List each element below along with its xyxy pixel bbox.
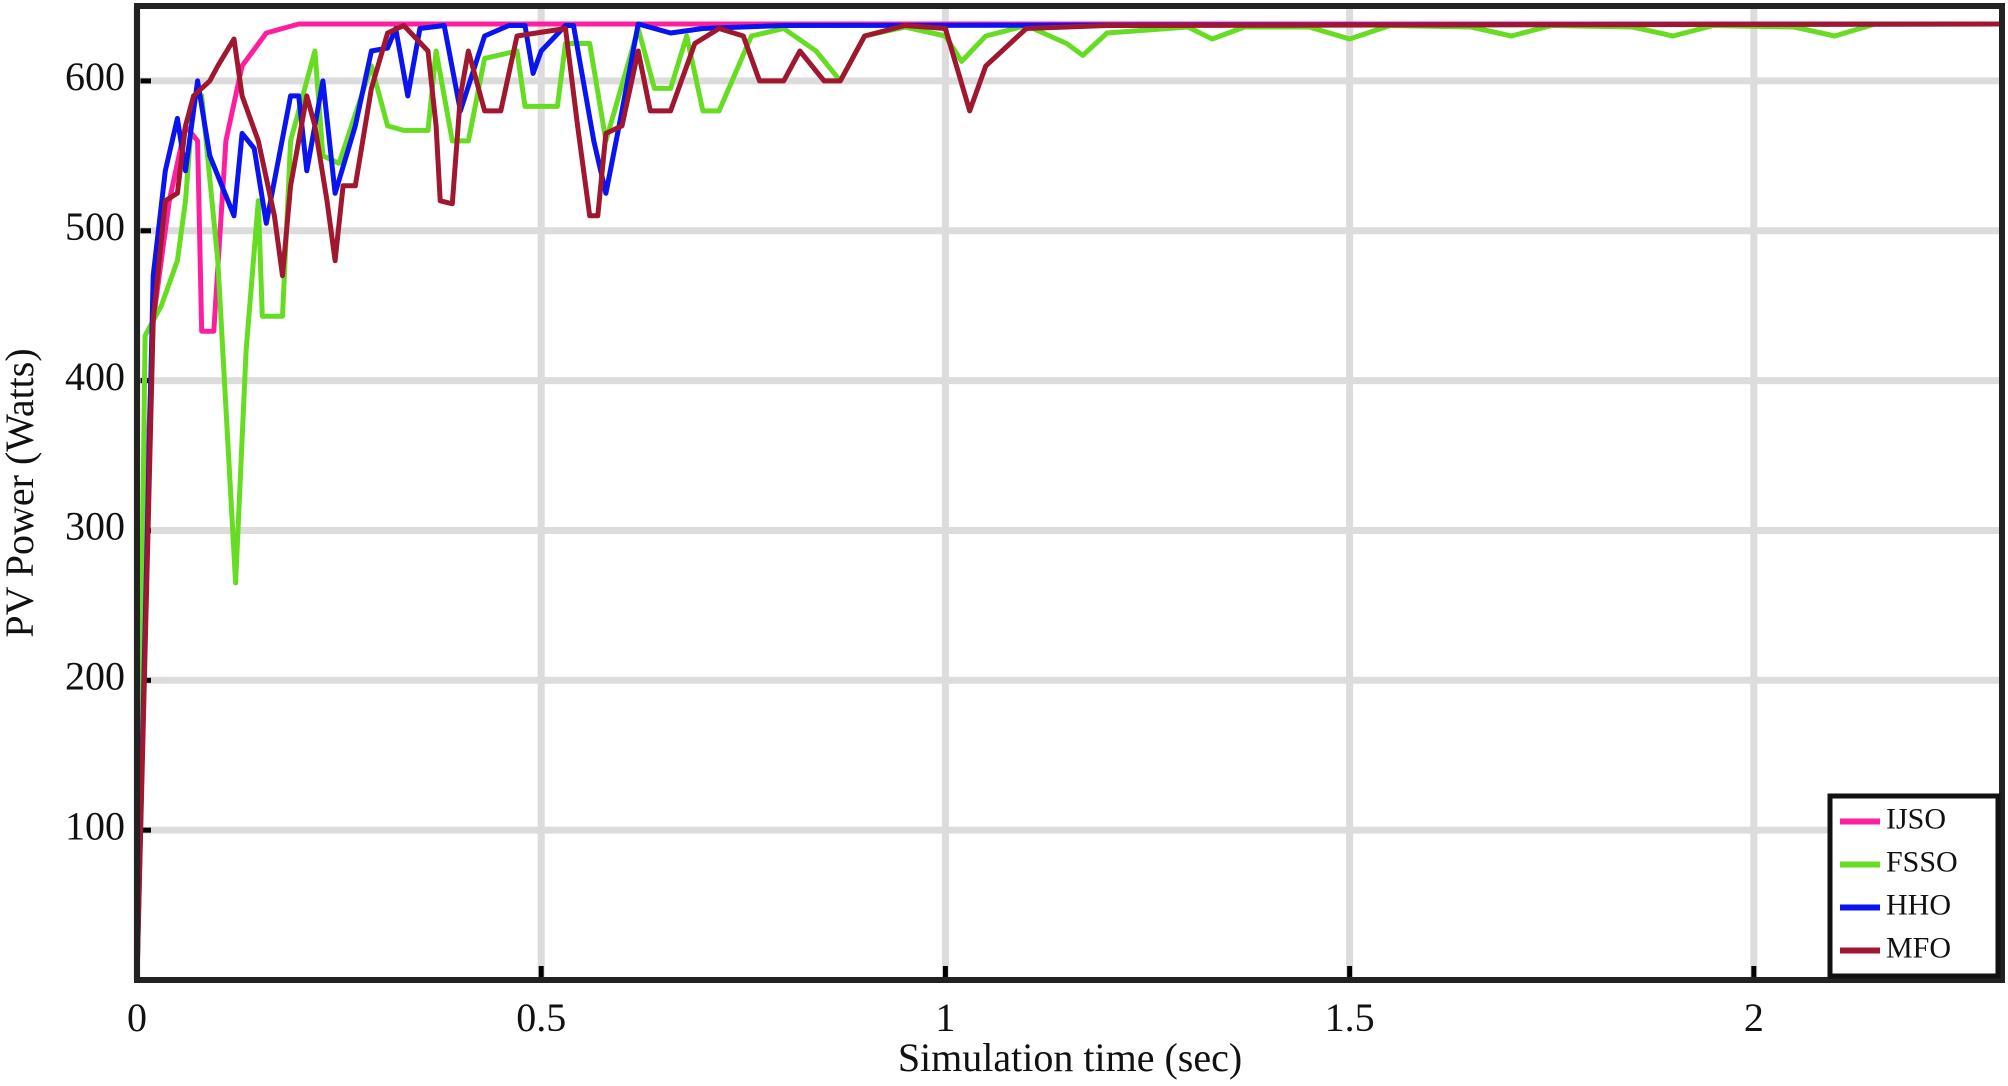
x-tick-label: 1: [935, 995, 955, 1040]
x-tick-label: 2: [1744, 995, 1764, 1040]
series-line: [134, 21, 2002, 981]
y-axis-label: PV Power (Watts): [0, 348, 42, 637]
legend-box: [1827, 793, 2001, 979]
legend-label: MFO: [1886, 931, 1951, 964]
y-tick-label: 400: [65, 354, 125, 399]
legend-label: HHO: [1886, 888, 1951, 921]
y-tick-label: 300: [65, 504, 125, 549]
legend: IJSO FSSO HHO MFO: [1827, 793, 2001, 979]
series-line: [134, 21, 2002, 981]
x-axis-label: Simulation time (sec): [898, 1035, 1242, 1080]
y-tick-label: 100: [65, 803, 125, 848]
x-tick-label: 0: [127, 995, 147, 1040]
x-tick-label: 0.5: [516, 995, 566, 1040]
y-tick-label: 200: [65, 653, 125, 698]
legend-label: IJSO: [1886, 802, 1946, 835]
y-tick-label: 600: [65, 54, 125, 99]
legend-label: FSSO: [1886, 845, 1958, 878]
y-tick-label: 500: [65, 204, 125, 249]
series-line: [134, 21, 2003, 981]
x-tick-label: 1.5: [1325, 995, 1375, 1040]
plot-frame: [134, 3, 2005, 983]
series-line: [134, 21, 2003, 981]
